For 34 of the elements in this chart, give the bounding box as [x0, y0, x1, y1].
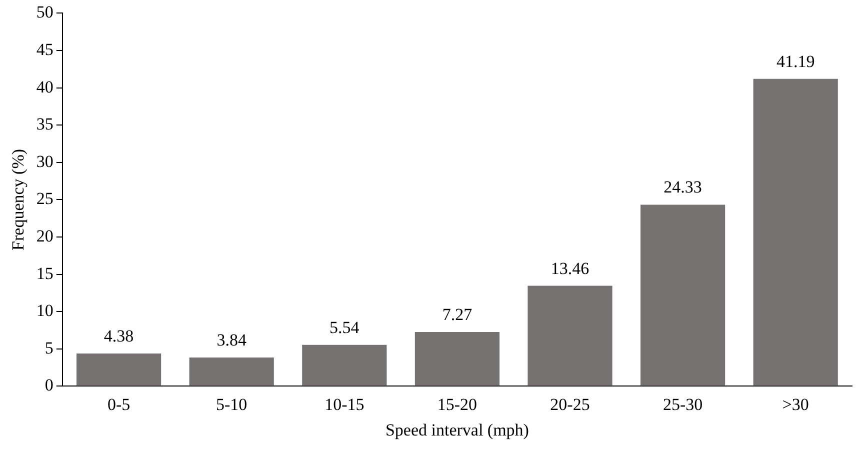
bar — [640, 204, 726, 386]
data-label: 3.84 — [216, 330, 247, 350]
x-axis-title: Speed interval (mph) — [385, 420, 529, 440]
x-tick-label: 0-5 — [107, 394, 130, 414]
bar — [528, 286, 612, 386]
y-tick-label: 15 — [36, 264, 54, 283]
bar — [753, 78, 838, 386]
y-tick-label: 50 — [36, 2, 54, 22]
y-tick-label: 45 — [36, 40, 54, 59]
y-tick-label: 0 — [44, 376, 54, 395]
bar — [414, 332, 500, 386]
y-tick-label: 20 — [36, 226, 54, 246]
y-tick-label: 40 — [36, 77, 54, 96]
bar — [302, 344, 387, 386]
data-label: 4.38 — [104, 326, 134, 346]
data-label: 5.54 — [330, 318, 360, 337]
x-tick-label: 5-10 — [216, 394, 248, 414]
x-tick-label: 25-30 — [662, 394, 703, 414]
data-label: 41.19 — [776, 52, 815, 71]
y-tick-label: 30 — [36, 152, 54, 171]
y-tick-label: 25 — [36, 189, 54, 208]
y-tick-label: 10 — [36, 301, 54, 320]
data-label: 7.27 — [442, 304, 473, 324]
x-tick-label: 20-25 — [550, 394, 590, 414]
data-label: 13.46 — [550, 258, 590, 278]
y-tick-label: 35 — [36, 114, 54, 134]
x-tick-label: 15-20 — [437, 394, 478, 414]
y-axis-title: Frequency (%) — [8, 148, 28, 250]
bar — [76, 354, 162, 386]
y-tick-label: 5 — [44, 338, 54, 358]
x-tick-label: 10-15 — [324, 394, 364, 414]
data-label: 24.33 — [664, 178, 702, 197]
bar — [189, 358, 274, 386]
x-tick-label: >30 — [782, 394, 809, 414]
